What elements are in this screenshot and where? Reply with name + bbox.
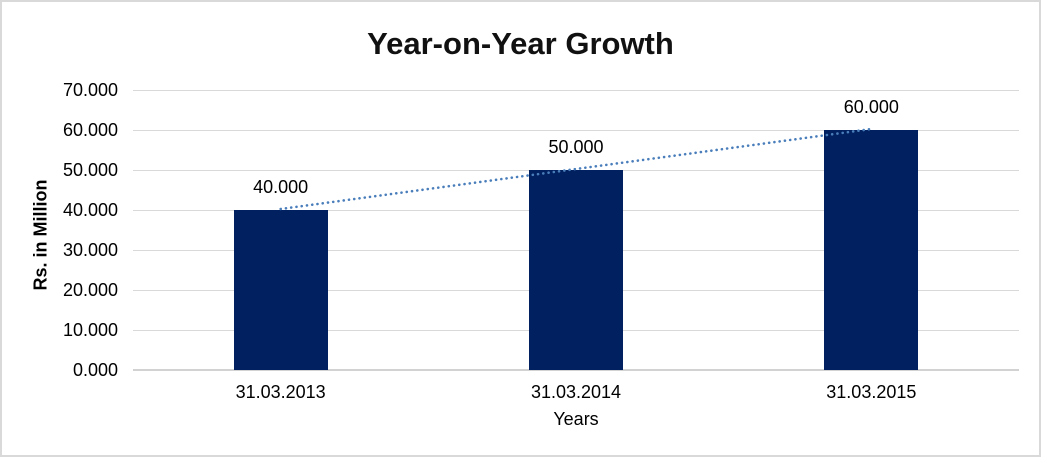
x-tick-label: 31.03.2014 <box>530 382 622 402</box>
x-tick-label: 31.03.2015 <box>826 382 917 402</box>
y-tick-label: 70.000 <box>62 80 118 100</box>
data-label: 40.000 <box>253 177 309 197</box>
y-tick-label: 0.000 <box>72 360 118 380</box>
bar <box>824 130 919 370</box>
data-label: 50.000 <box>548 137 604 157</box>
y-axis-title: Rs. in Million <box>30 179 51 291</box>
y-tick-label: 60.000 <box>62 120 118 140</box>
y-tick-label: 30.000 <box>62 240 118 260</box>
chart-title: Year-on-Year Growth <box>367 26 674 61</box>
data-label: 60.000 <box>843 97 899 117</box>
y-tick-label: 40.000 <box>62 200 118 220</box>
y-tick-label: 20.000 <box>62 280 118 300</box>
x-axis-title: Years <box>553 409 599 429</box>
gridline <box>133 90 1019 91</box>
y-tick-label: 10.000 <box>62 320 118 340</box>
y-tick-label: 50.000 <box>62 160 118 180</box>
x-tick-label: 31.03.2013 <box>235 382 326 402</box>
bar <box>529 170 623 370</box>
bar <box>233 210 328 370</box>
x-axis-line <box>133 369 1019 371</box>
